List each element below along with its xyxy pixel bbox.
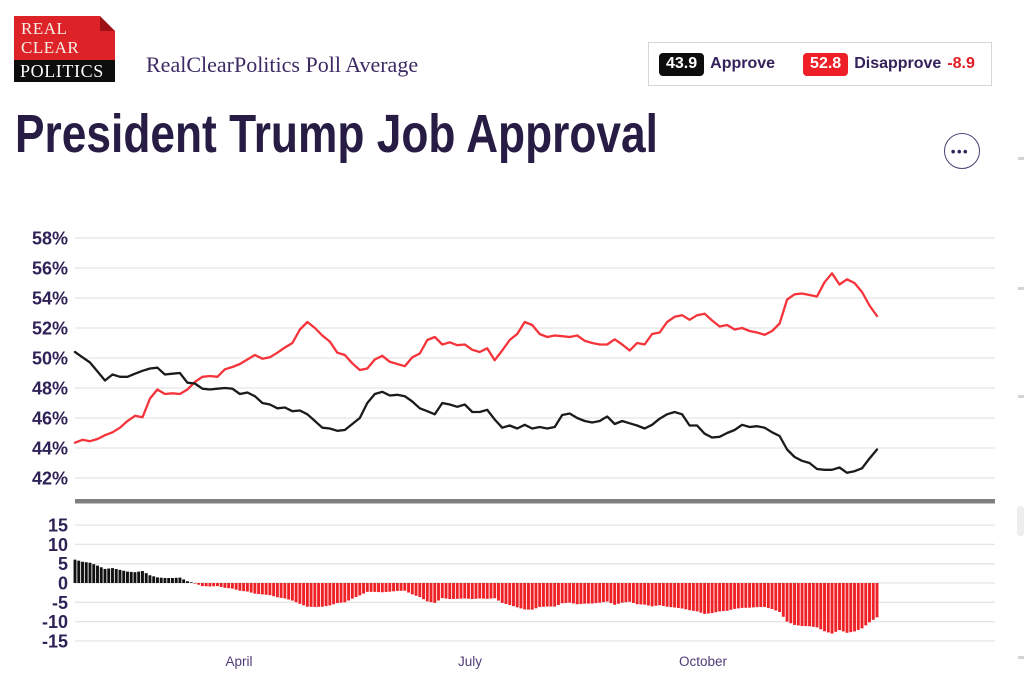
rcp-logo-line1: REAL — [21, 19, 68, 38]
svg-text:15: 15 — [48, 516, 68, 536]
approval-summary-box: 43.9 Approve 52.8 Disapprove -8.9 — [648, 42, 992, 86]
rcp-logo-red-panel: REAL CLEAR — [14, 16, 115, 60]
svg-text:42%: 42% — [32, 469, 68, 489]
svg-text:54%: 54% — [32, 289, 68, 309]
svg-text:10: 10 — [48, 535, 68, 555]
poll-chart-svg: 58% 56% 54% 52% 50% 48% 46% 44% 42% 151050-5-10-1… — [32, 229, 995, 669]
rcp-logo-line3: POLITICS — [14, 60, 115, 82]
svg-text:58%: 58% — [32, 229, 68, 249]
more-options-button[interactable]: ••• — [944, 133, 980, 169]
spread-bars — [73, 559, 879, 634]
offscreen-panel-fragment — [1018, 287, 1024, 290]
offscreen-panel-fragment — [1018, 395, 1024, 398]
poll-average-label: RealClearPolitics Poll Average — [146, 52, 419, 77]
svg-text:52%: 52% — [32, 319, 68, 339]
svg-text:56%: 56% — [32, 259, 68, 279]
ellipsis-icon: ••• — [950, 143, 970, 159]
svg-text:-15: -15 — [42, 631, 68, 651]
chart-separator — [75, 499, 995, 504]
svg-text:50%: 50% — [32, 349, 68, 369]
approve-label: Approve — [710, 55, 776, 72]
svg-text:0: 0 — [58, 574, 68, 594]
svg-text:5: 5 — [58, 554, 68, 574]
month-label-october: October — [679, 654, 728, 669]
month-label-april: April — [225, 654, 252, 669]
approval-charts[interactable]: 58% 56% 54% 52% 50% 48% 46% 44% 42% 15 10 5 0 -5 -10 -1… — [0, 210, 1024, 685]
rcp-logo-line2: CLEAR — [21, 38, 80, 57]
offscreen-panel-fragment — [1018, 157, 1024, 160]
offscreen-panel-fragment — [1018, 656, 1024, 659]
month-label-july: July — [458, 654, 482, 669]
disapprove-value-badge: 52.8 — [803, 52, 849, 76]
rcp-logo[interactable]: REAL CLEAR POLITICS — [14, 16, 115, 82]
disapprove-label: Disapprove — [854, 55, 942, 72]
series-line-disapprove — [73, 272, 879, 444]
spread-value: -8.9 — [947, 55, 975, 72]
series-line-approve — [73, 350, 879, 474]
svg-text:48%: 48% — [32, 379, 68, 399]
page-title: President Trump Job Approval — [15, 104, 658, 164]
svg-text:44%: 44% — [32, 439, 68, 459]
logo-corner-fold-icon — [100, 16, 115, 31]
svg-text:-5: -5 — [52, 593, 68, 613]
svg-text:46%: 46% — [32, 409, 68, 429]
svg-text:-10: -10 — [42, 612, 68, 632]
offscreen-panel-fragment — [1017, 506, 1024, 536]
approve-value-badge: 43.9 — [659, 52, 705, 76]
